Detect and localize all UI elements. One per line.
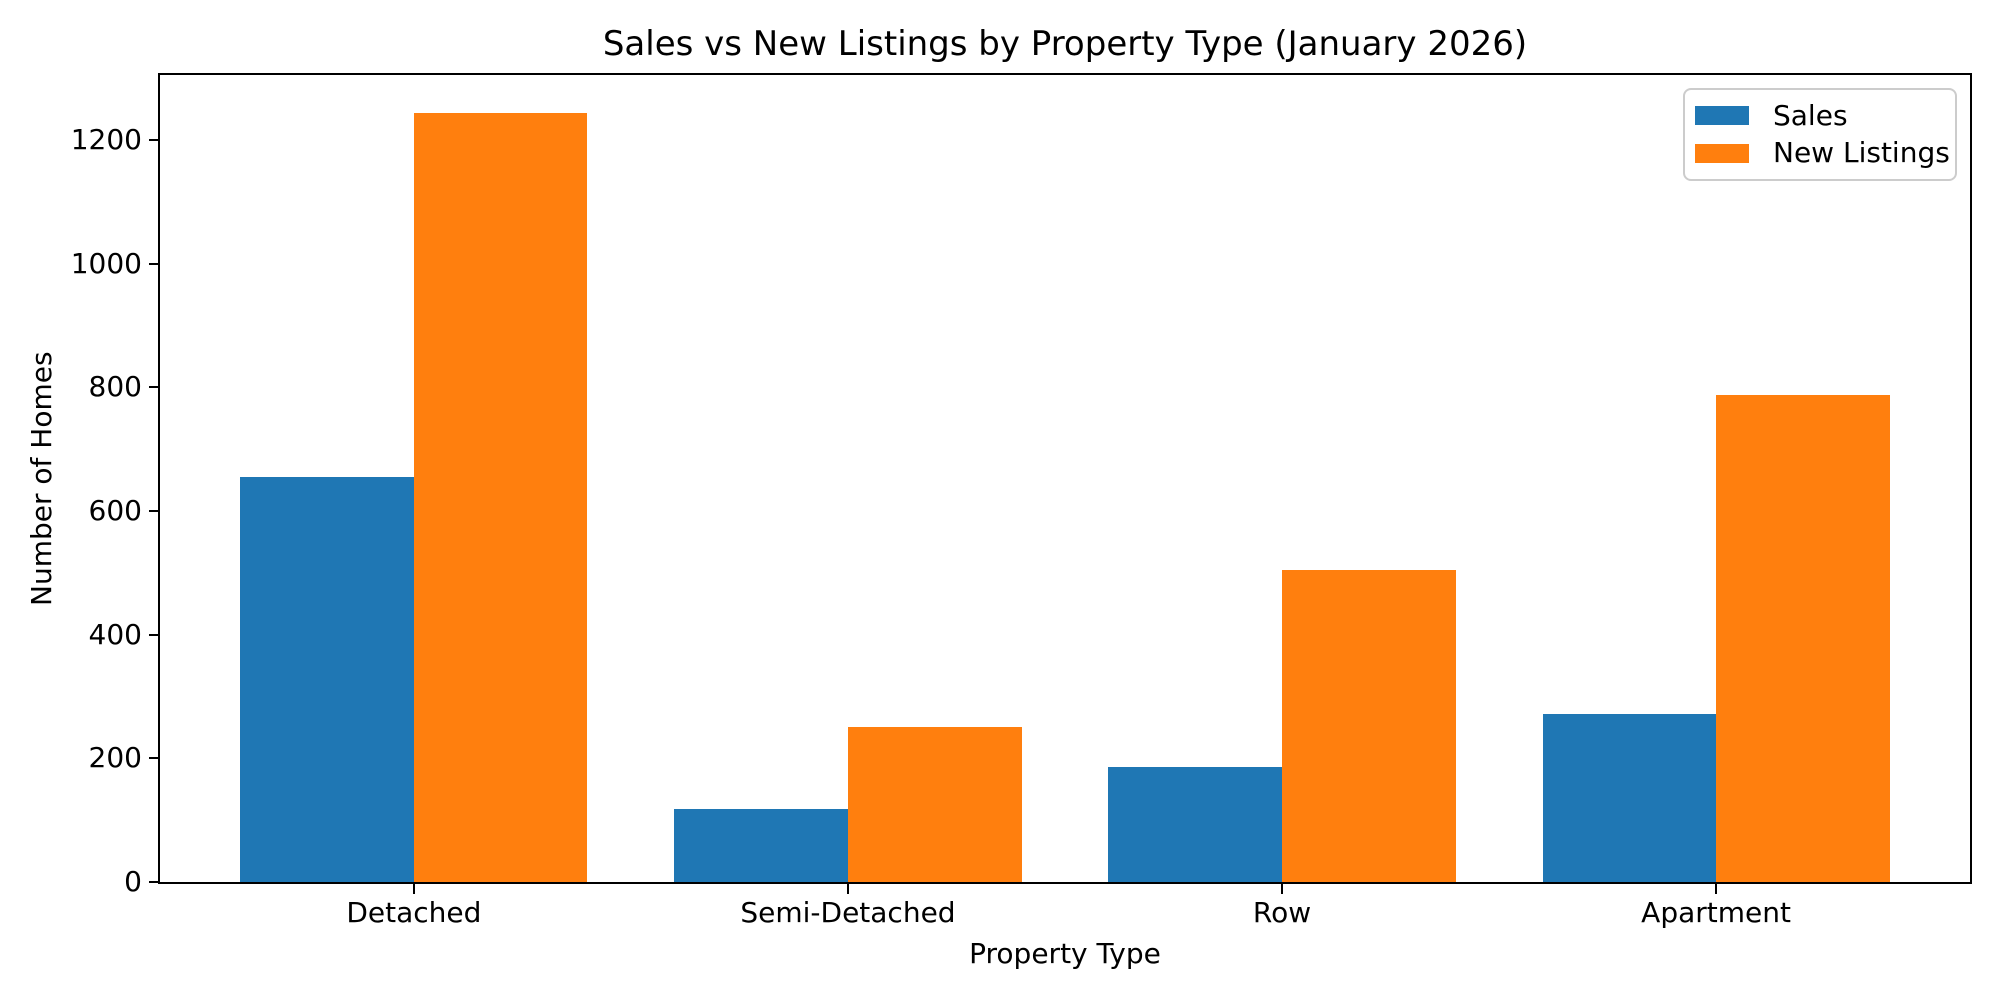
- legend-entry-new-listings: New Listings: [1685, 139, 1955, 167]
- y-tick-mark: [149, 509, 159, 512]
- y-tick-label: 400: [88, 617, 142, 651]
- y-tick-mark: [149, 262, 159, 265]
- x-tick-mark: [1281, 884, 1284, 894]
- bar-new-listings-semi-detached: [848, 727, 1022, 882]
- y-tick-mark: [149, 138, 159, 141]
- chart-title: Sales vs New Listings by Property Type (…: [602, 24, 1528, 64]
- y-tick-mark: [149, 881, 159, 883]
- sales-series-swatch: [1695, 106, 1749, 126]
- y-tick-label: 1200: [70, 122, 142, 156]
- x-tick-mark: [1715, 884, 1718, 894]
- bar-sales-row: [1108, 767, 1282, 882]
- bar-sales-apartment: [1542, 713, 1717, 882]
- x-tick-label-apartment: Apartment: [1641, 896, 1791, 929]
- legend-label-new-listings: New Listings: [1773, 136, 1950, 170]
- bar-new-listings-apartment: [1716, 395, 1890, 882]
- x-tick-label-row: Row: [1252, 896, 1312, 929]
- x-tick-mark: [412, 884, 415, 894]
- bar-sales-semi-detached: [674, 809, 848, 882]
- bar-sales-detached: [240, 477, 414, 882]
- plot-area: [158, 73, 1972, 884]
- y-tick-label: 800: [88, 370, 142, 404]
- y-tick-label: 0: [124, 865, 142, 898]
- legend: Sales New Listings: [1683, 88, 1957, 181]
- legend-entry-sales: Sales: [1685, 98, 1955, 132]
- legend-label-sales: Sales: [1773, 98, 1848, 132]
- bar-new-listings-detached: [413, 112, 588, 882]
- y-tick-label: 600: [88, 493, 142, 527]
- x-tick-mark: [846, 884, 849, 894]
- y-tick-mark: [149, 757, 159, 760]
- x-tick-label-semi-detached: Semi-Detached: [740, 896, 956, 929]
- x-axis-label: Property Type: [969, 937, 1161, 970]
- bar-new-listings-row: [1282, 570, 1456, 882]
- y-tick-label: 200: [88, 741, 142, 775]
- y-tick-label: 1000: [70, 246, 142, 280]
- x-tick-label-detached: Detached: [346, 896, 482, 929]
- new-listings-series-swatch: [1695, 143, 1749, 163]
- y-tick-mark: [149, 386, 159, 389]
- y-tick-mark: [149, 633, 159, 636]
